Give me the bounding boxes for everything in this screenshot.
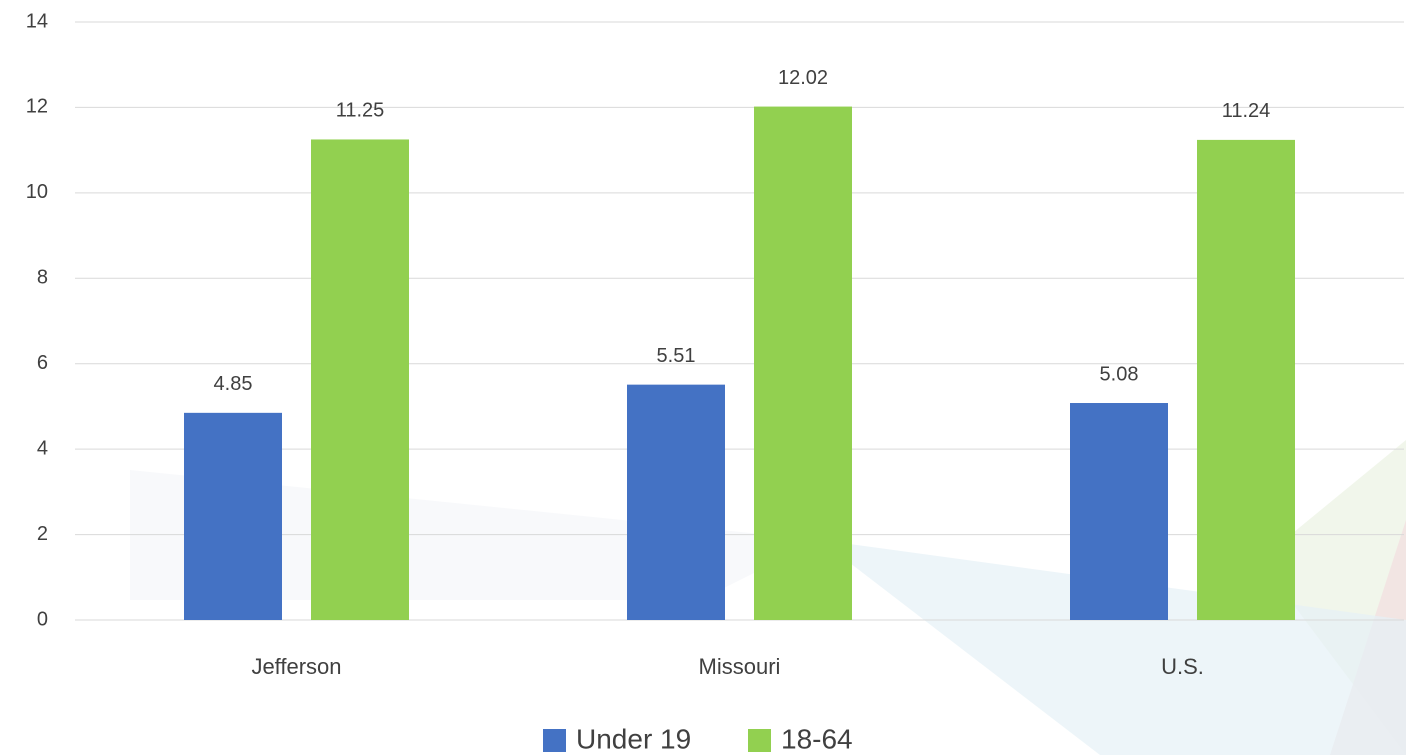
x-tick-label: Missouri — [699, 654, 781, 679]
bar — [754, 106, 852, 621]
y-tick-label: 4 — [37, 437, 48, 459]
y-tick-label: 12 — [26, 96, 48, 118]
value-label: 11.24 — [1222, 100, 1271, 122]
y-tick-label: 6 — [37, 352, 48, 374]
legend-swatch — [748, 729, 771, 752]
legend-swatch — [543, 729, 566, 752]
value-label: 4.85 — [214, 373, 253, 395]
y-tick-label: 10 — [26, 181, 48, 203]
y-tick-label: 2 — [37, 523, 48, 545]
bar — [1197, 139, 1295, 621]
bar — [1070, 403, 1168, 620]
value-label: 11.25 — [336, 100, 385, 122]
bar — [627, 384, 725, 620]
value-label: 5.51 — [657, 345, 696, 367]
legend-label: 18-64 — [781, 723, 853, 754]
y-tick-label: 0 — [37, 608, 48, 630]
legend-label: Under 19 — [576, 723, 691, 754]
x-tick-label: Jefferson — [251, 654, 341, 679]
x-tick-label: U.S. — [1161, 654, 1204, 679]
y-tick-label: 8 — [37, 267, 48, 289]
bar — [184, 412, 282, 620]
bar — [311, 139, 409, 620]
value-label: 5.08 — [1100, 363, 1139, 385]
value-label: 12.02 — [778, 67, 828, 89]
y-tick-label: 14 — [26, 10, 48, 32]
